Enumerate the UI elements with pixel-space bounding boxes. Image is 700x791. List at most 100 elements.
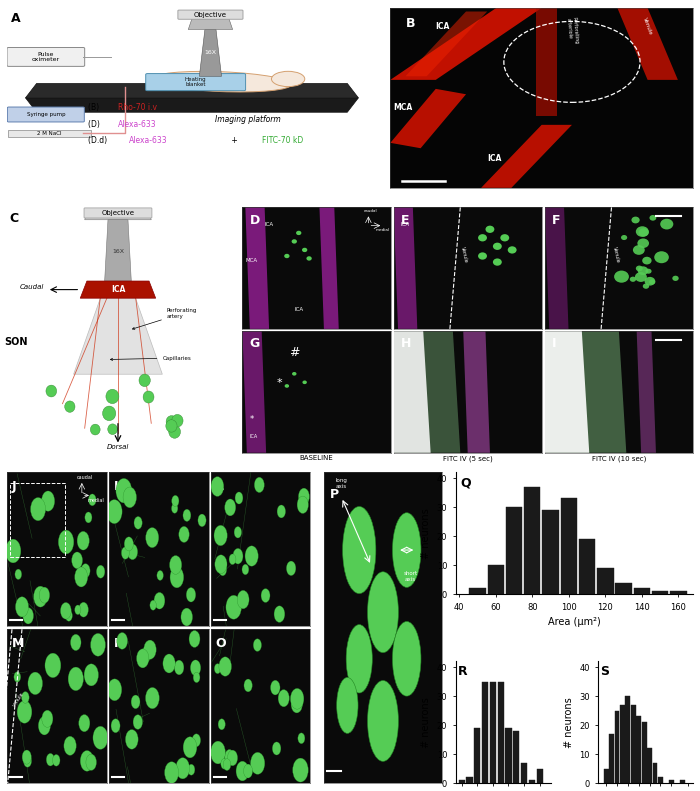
Bar [597, 568, 613, 594]
Circle shape [242, 564, 248, 575]
Circle shape [71, 634, 81, 650]
Circle shape [163, 654, 175, 673]
Circle shape [342, 506, 376, 593]
Circle shape [302, 248, 307, 252]
Text: BASELINE: BASELINE [300, 455, 333, 461]
Circle shape [346, 625, 372, 693]
Circle shape [42, 710, 53, 727]
Text: Alexa-633: Alexa-633 [129, 136, 168, 145]
Text: Syringe pump: Syringe pump [27, 112, 65, 117]
Circle shape [237, 590, 249, 609]
Polygon shape [393, 207, 417, 329]
Circle shape [121, 547, 130, 559]
Text: Pulse
oximeter: Pulse oximeter [32, 51, 60, 62]
Circle shape [219, 657, 232, 676]
Bar [528, 780, 535, 783]
Circle shape [14, 672, 20, 682]
Text: Rho-70 i.v: Rho-70 i.v [118, 104, 157, 112]
Polygon shape [481, 125, 572, 187]
Circle shape [234, 527, 241, 538]
Circle shape [125, 537, 134, 551]
Polygon shape [188, 19, 232, 29]
Circle shape [296, 231, 302, 235]
Circle shape [125, 729, 138, 749]
Text: Caudal: Caudal [19, 284, 43, 290]
Circle shape [645, 269, 652, 274]
Bar [652, 592, 668, 594]
Circle shape [15, 596, 29, 617]
Y-axis label: # neurons: # neurons [421, 697, 431, 747]
Circle shape [81, 564, 90, 578]
Circle shape [106, 389, 119, 403]
Circle shape [229, 554, 236, 565]
Circle shape [52, 755, 60, 766]
Text: ICA: ICA [401, 221, 410, 227]
Circle shape [225, 499, 236, 516]
Circle shape [80, 751, 94, 771]
Circle shape [650, 215, 657, 221]
Circle shape [261, 589, 270, 603]
Circle shape [23, 607, 34, 624]
Circle shape [393, 513, 421, 588]
Polygon shape [545, 331, 589, 452]
Text: MCA: MCA [393, 104, 412, 112]
Text: R: R [457, 665, 467, 678]
Text: K: K [114, 480, 123, 493]
Polygon shape [80, 281, 155, 298]
Circle shape [71, 552, 83, 569]
Circle shape [493, 259, 502, 266]
Y-axis label: # neurons: # neurons [421, 508, 431, 558]
Circle shape [139, 374, 150, 387]
Circle shape [172, 414, 183, 427]
Bar [642, 722, 647, 783]
Text: C: C [9, 212, 18, 225]
Circle shape [478, 252, 487, 259]
Text: *: * [276, 378, 282, 388]
Bar [680, 780, 685, 783]
Circle shape [28, 672, 43, 694]
Circle shape [245, 546, 258, 566]
Text: short
axis: short axis [403, 571, 417, 582]
Bar [634, 589, 650, 594]
Text: Heating
blanket: Heating blanket [185, 77, 206, 88]
Circle shape [270, 680, 280, 695]
Circle shape [45, 653, 61, 678]
Circle shape [633, 245, 645, 255]
Circle shape [106, 500, 122, 524]
Text: Imaging platform: Imaging platform [215, 115, 280, 124]
Circle shape [636, 226, 649, 237]
Text: L: L [216, 480, 223, 493]
Circle shape [31, 498, 46, 520]
Circle shape [75, 567, 88, 587]
Circle shape [116, 479, 132, 503]
Circle shape [631, 217, 640, 223]
Polygon shape [391, 8, 542, 80]
Text: G: G [250, 338, 260, 350]
Circle shape [90, 424, 100, 435]
Bar [636, 717, 641, 783]
Bar [505, 728, 512, 783]
Circle shape [672, 276, 679, 281]
Circle shape [660, 219, 673, 229]
Ellipse shape [151, 71, 292, 92]
Text: (D): (D) [88, 119, 103, 129]
FancyBboxPatch shape [8, 130, 91, 137]
Circle shape [22, 750, 32, 764]
Circle shape [6, 539, 21, 563]
Bar [603, 769, 608, 783]
Circle shape [223, 759, 231, 770]
Text: long
axis: long axis [335, 478, 347, 489]
Bar [521, 763, 527, 783]
Circle shape [146, 687, 160, 709]
Circle shape [64, 736, 76, 755]
Polygon shape [637, 331, 656, 452]
Circle shape [236, 761, 248, 781]
Text: ICA: ICA [487, 153, 502, 163]
Text: N: N [114, 637, 124, 650]
Bar [490, 682, 496, 783]
Circle shape [68, 667, 83, 691]
Text: Capillaries: Capillaries [111, 355, 191, 361]
Polygon shape [105, 220, 132, 281]
Circle shape [169, 426, 181, 438]
Circle shape [181, 608, 192, 626]
